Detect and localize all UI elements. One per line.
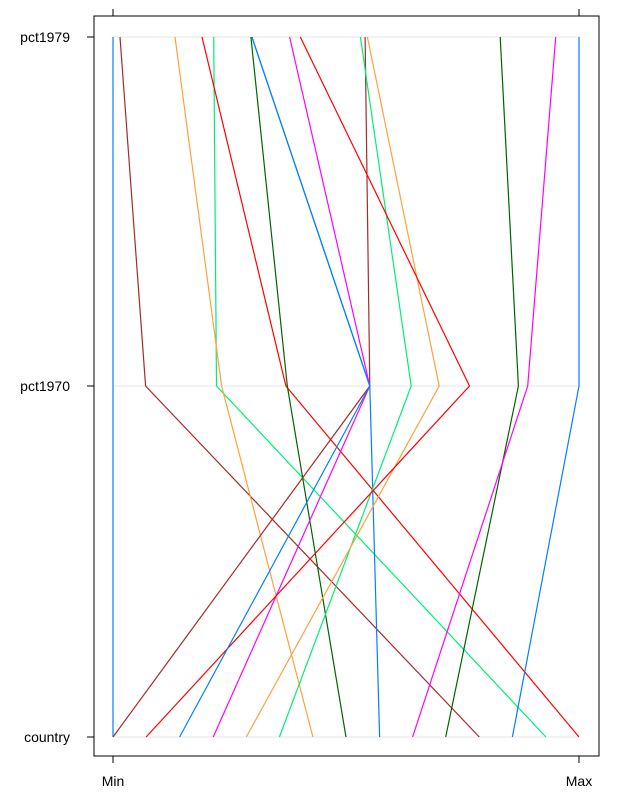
series-line-04 bbox=[201, 36, 580, 738]
series-line-12 bbox=[145, 36, 471, 738]
series-line-16 bbox=[179, 36, 371, 738]
series-line-15 bbox=[511, 37, 580, 738]
series-line-14 bbox=[412, 36, 557, 738]
data-lines bbox=[112, 36, 580, 738]
series-line-11 bbox=[245, 36, 440, 738]
series-line-06 bbox=[250, 36, 347, 738]
y-tick-label-pct1970: pct1970 bbox=[20, 378, 70, 394]
series-line-05 bbox=[174, 36, 314, 738]
y-tick-label-country: country bbox=[24, 729, 70, 745]
series-line-02 bbox=[119, 36, 480, 738]
x-tick-label-min: Min bbox=[102, 773, 125, 789]
series-line-03 bbox=[213, 36, 547, 738]
x-tick-label-max: Max bbox=[566, 773, 592, 789]
y-tick-label-pct1979: pct1979 bbox=[20, 29, 70, 45]
series-line-10 bbox=[278, 36, 412, 738]
series-line-13 bbox=[445, 36, 520, 738]
